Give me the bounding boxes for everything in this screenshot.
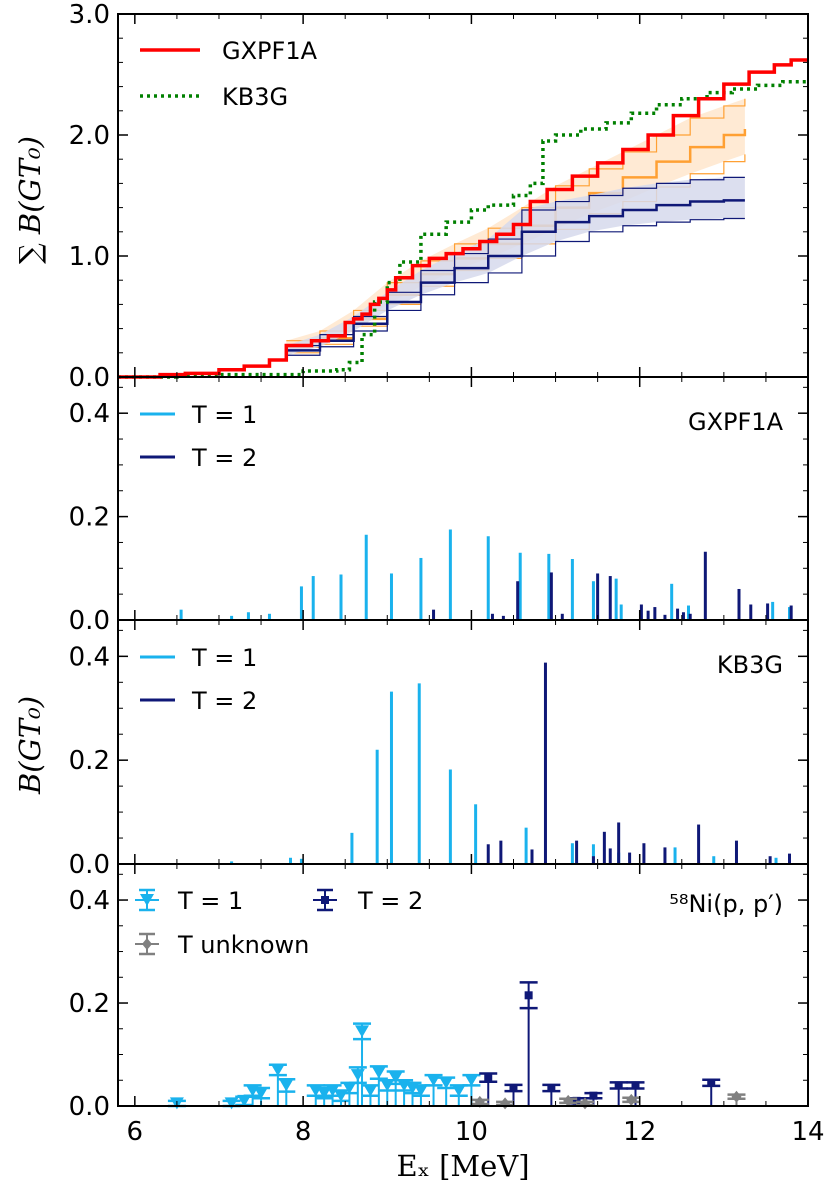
t2-point-marker xyxy=(707,1078,716,1087)
t2-point-marker xyxy=(589,1091,598,1100)
legend-t1-label: T = 1 xyxy=(177,887,243,915)
t1-point-marker xyxy=(254,1087,269,1100)
t1-point-marker xyxy=(451,1084,466,1097)
t1-point-marker xyxy=(413,1084,428,1097)
t1-point-marker xyxy=(388,1071,403,1084)
legend-t1-label: T = 1 xyxy=(191,644,257,672)
ytick-label: 0.0 xyxy=(69,363,110,393)
legend-t2-label: T = 2 xyxy=(191,444,257,472)
panel-label: ⁵⁸Ni(p, p′) xyxy=(669,890,783,918)
gxpf1a-line xyxy=(118,58,808,379)
ytick-label: 3.0 xyxy=(69,0,110,30)
t2-point-marker xyxy=(524,991,533,1000)
band-center-navy xyxy=(286,199,745,352)
tunk-point-marker xyxy=(563,1094,574,1107)
t1-point-marker xyxy=(237,1094,252,1107)
ytick-label: 1.0 xyxy=(69,242,110,272)
legend-kb3g-label: KB3G xyxy=(222,83,288,111)
t2-point-marker xyxy=(614,1081,623,1090)
band-fill-navy xyxy=(286,177,745,356)
tunk-point-marker xyxy=(500,1097,511,1110)
ytick-label: 0.4 xyxy=(69,399,110,429)
legend-gxpf1a-label: GXPF1A xyxy=(222,37,318,65)
tunk-point-marker xyxy=(731,1090,742,1103)
ytick-label: 2.0 xyxy=(69,121,110,151)
legend-t2-label: T = 2 xyxy=(357,887,423,915)
ytick-label: 0.0 xyxy=(69,850,110,880)
ytick-label: 0.4 xyxy=(69,642,110,672)
t1-point-marker xyxy=(464,1074,479,1087)
ytick-label: 0.2 xyxy=(69,503,110,533)
legend-t1-marker xyxy=(140,894,154,906)
xlabel: Eₓ [MeV] xyxy=(396,1149,529,1183)
axes-frame-3 xyxy=(117,863,809,1107)
t1-point-marker xyxy=(342,1081,357,1094)
tunk-point-marker xyxy=(474,1095,485,1108)
panel-label: KB3G xyxy=(717,651,783,679)
t1-point-marker xyxy=(371,1066,386,1079)
ylabel-bgt: B(GT₀) xyxy=(13,696,47,795)
t1-point-marker xyxy=(270,1063,285,1076)
t1-point-marker xyxy=(355,1025,370,1038)
legend-t1-label: T = 1 xyxy=(191,401,257,429)
tunk-point-marker xyxy=(626,1093,637,1106)
xtick-label: 8 xyxy=(295,1117,312,1147)
ytick-label: 0.2 xyxy=(69,989,110,1019)
legend-t2-marker xyxy=(321,896,329,904)
ylabel-cumulative: ∑ B(GT₀) xyxy=(13,136,47,264)
legend-tunk-marker xyxy=(142,938,152,950)
ytick-label: 0.2 xyxy=(69,746,110,776)
band-edge-navy-ylo xyxy=(286,217,745,356)
t2-point-marker xyxy=(484,1073,493,1082)
t2-point-marker xyxy=(547,1083,556,1092)
legend-t2-label: T = 2 xyxy=(191,687,257,715)
t1-point-marker xyxy=(363,1084,378,1097)
t2-point-marker xyxy=(631,1081,640,1090)
xtick-label: 14 xyxy=(791,1117,824,1147)
xtick-label: 10 xyxy=(455,1117,488,1147)
ytick-label: 0.0 xyxy=(69,1092,110,1122)
kb3g-line xyxy=(118,80,810,379)
ytick-label: 0.0 xyxy=(69,606,110,636)
t2-point-marker xyxy=(509,1083,518,1092)
t1-point-marker xyxy=(439,1076,454,1089)
t1-point-marker xyxy=(426,1074,441,1087)
t1-point-marker xyxy=(317,1087,332,1100)
legend-tunk-label: T unknown xyxy=(177,931,309,959)
t1-point-marker xyxy=(380,1079,395,1092)
ytick-label: 0.4 xyxy=(69,886,110,916)
panel-label: GXPF1A xyxy=(688,408,784,436)
xtick-label: 6 xyxy=(127,1117,144,1147)
t1-point-marker xyxy=(279,1079,294,1092)
t1-point-marker xyxy=(224,1097,239,1110)
xtick-label: 12 xyxy=(623,1117,656,1147)
